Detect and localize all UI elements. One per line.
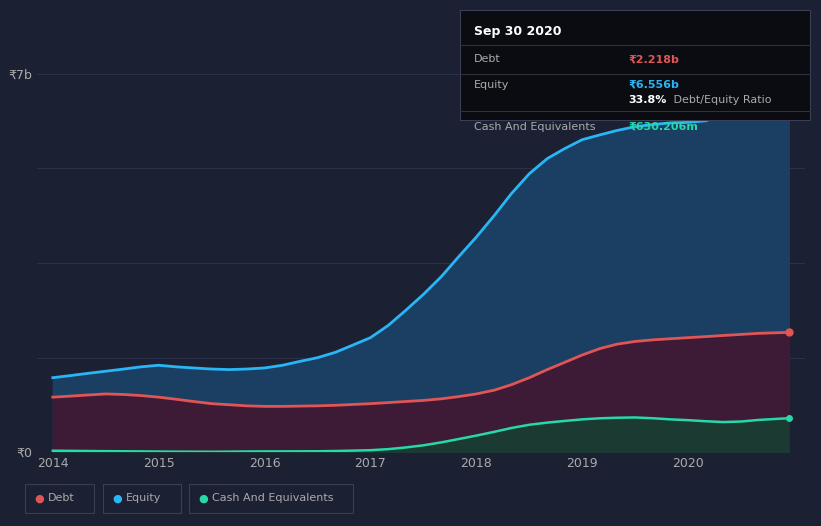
Text: ₹2.218b: ₹2.218b	[628, 55, 679, 65]
Text: ₹630.206m: ₹630.206m	[628, 122, 698, 132]
Text: Debt: Debt	[48, 493, 75, 503]
Text: Cash And Equivalents: Cash And Equivalents	[474, 122, 595, 132]
Text: ₹6.556b: ₹6.556b	[628, 80, 679, 90]
Text: Debt: Debt	[474, 55, 501, 65]
Text: 33.8%: 33.8%	[628, 95, 667, 105]
Text: Cash And Equivalents: Cash And Equivalents	[212, 493, 333, 503]
Text: Equity: Equity	[126, 493, 161, 503]
Text: Debt/Equity Ratio: Debt/Equity Ratio	[670, 95, 772, 105]
Text: ●: ●	[199, 493, 209, 503]
Text: ●: ●	[34, 493, 44, 503]
Text: Sep 30 2020: Sep 30 2020	[474, 25, 562, 38]
Text: ●: ●	[112, 493, 122, 503]
Text: Equity: Equity	[474, 80, 509, 90]
